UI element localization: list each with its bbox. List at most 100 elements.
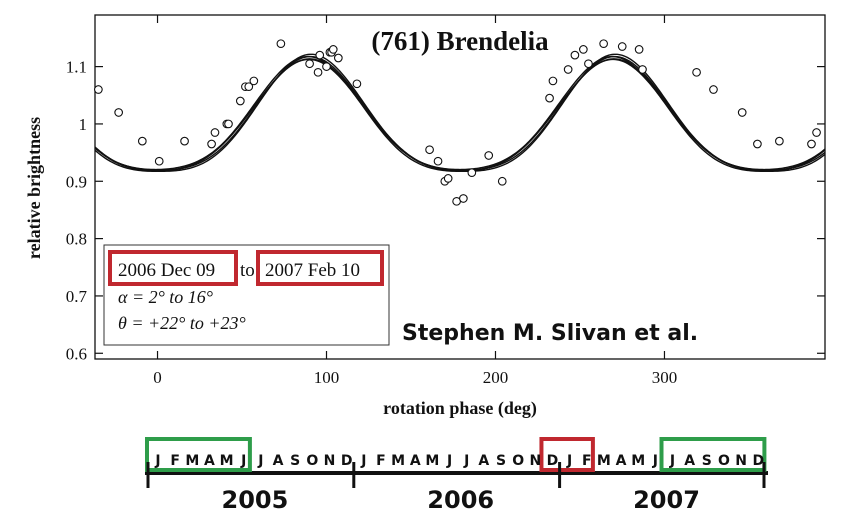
y-tick-label: 0.9: [66, 172, 87, 191]
data-point: [322, 62, 331, 71]
timeline-month: A: [684, 453, 695, 469]
data-point: [617, 42, 627, 51]
credit-text: Stephen M. Slivan et al.: [402, 321, 698, 346]
timeline-month: M: [220, 453, 234, 469]
y-tick-label: 1.1: [66, 58, 87, 77]
data-point: [244, 82, 254, 92]
data-point: [775, 136, 784, 146]
timeline-month: S: [496, 453, 506, 469]
y-axis-label: relative brightness: [24, 117, 44, 259]
timeline-year-label: 2007: [633, 486, 700, 514]
timeline-month: A: [204, 453, 215, 469]
data-point: [570, 50, 580, 60]
timeline-month: F: [582, 453, 592, 469]
fit-curves: [94, 53, 826, 172]
timeline-year-label: 2005: [222, 486, 289, 514]
y-tick-label: 0.6: [66, 344, 87, 363]
data-point: [459, 194, 468, 203]
data-point: [545, 93, 554, 103]
x-tick-label: 100: [314, 368, 340, 387]
data-point: [313, 67, 323, 77]
timeline-month: N: [529, 453, 541, 469]
timeline-years: 2005 2006 2007: [222, 486, 700, 514]
data-point: [737, 108, 747, 117]
timeline-highlight-green: [659, 437, 767, 472]
x-tick-label: 300: [652, 368, 678, 387]
data-point: [563, 65, 573, 74]
data-point: [579, 45, 588, 54]
timeline-month: M: [631, 453, 645, 469]
timeline-month: M: [425, 453, 439, 469]
timeline-month: M: [597, 453, 611, 469]
timeline-year-ticks: [146, 462, 766, 488]
data-point: [638, 65, 647, 74]
axis-ticks: 0 100 200 300 0.6 0.7 0.8 0.9 1 1.1: [66, 15, 825, 387]
data-point: [443, 174, 453, 183]
data-point: [235, 96, 245, 106]
timeline-month: A: [616, 453, 627, 469]
data-point: [352, 79, 362, 89]
data-point: [94, 85, 103, 94]
fit-curve: [94, 55, 826, 171]
data-point: [433, 156, 443, 166]
timeline-month: O: [718, 453, 730, 469]
timeline-month: O: [512, 453, 524, 469]
data-point: [180, 136, 189, 146]
fit-curve: [94, 58, 826, 172]
fit-curve: [94, 55, 826, 172]
timeline-month: J: [154, 453, 160, 469]
timeline-month: J: [240, 453, 246, 469]
fit-curve: [94, 53, 826, 172]
timeline-month: F: [170, 453, 180, 469]
data-point: [276, 39, 286, 49]
data-point: [154, 156, 164, 166]
timeline-month: D: [341, 453, 353, 469]
data-point: [467, 168, 477, 178]
data-point: [548, 76, 558, 86]
y-tick-label: 0.8: [66, 230, 87, 249]
timeline-month: J: [652, 453, 658, 469]
data-point: [599, 39, 608, 49]
data-point: [812, 128, 821, 137]
data-point: [137, 136, 147, 146]
start-date-highlight: [108, 250, 238, 286]
annotation-theta: θ = +22° to +23°: [118, 313, 246, 333]
annotation-start-date: 2006 Dec 09: [118, 260, 215, 281]
timeline-month: J: [360, 453, 366, 469]
end-date-highlight: [256, 250, 384, 286]
observation-points: [94, 39, 821, 206]
chart-title: (761) Brendelia: [371, 26, 549, 56]
data-point: [753, 139, 762, 149]
data-point: [709, 85, 718, 94]
data-point: [692, 67, 701, 77]
x-tick-label: 0: [153, 368, 162, 387]
data-point: [315, 50, 325, 60]
timeline-month: N: [735, 453, 747, 469]
data-point: [210, 128, 220, 137]
timeline-month: J: [463, 453, 469, 469]
timeline-month: D: [547, 453, 559, 469]
timeline-month: J: [566, 453, 572, 469]
data-point: [328, 45, 338, 54]
timeline-year-label: 2006: [427, 486, 494, 514]
timeline-month: A: [273, 453, 284, 469]
plot-frame: [94, 14, 826, 360]
data-point: [207, 139, 216, 149]
data-point: [497, 176, 507, 186]
data-point: [224, 119, 233, 129]
timeline-month: M: [185, 453, 199, 469]
timeline-highlight-red: [539, 437, 595, 472]
timeline-month: O: [306, 453, 318, 469]
data-point: [114, 108, 124, 117]
timeline-month: S: [290, 453, 300, 469]
timeline-month: D: [752, 453, 764, 469]
x-axis-label: rotation phase (deg): [383, 398, 537, 419]
x-tick-label: 200: [483, 368, 509, 387]
y-tick-label: 0.7: [66, 287, 88, 306]
timeline-month: J: [446, 453, 452, 469]
timeline-month: N: [324, 453, 336, 469]
timeline-highlight-green: [145, 437, 252, 472]
